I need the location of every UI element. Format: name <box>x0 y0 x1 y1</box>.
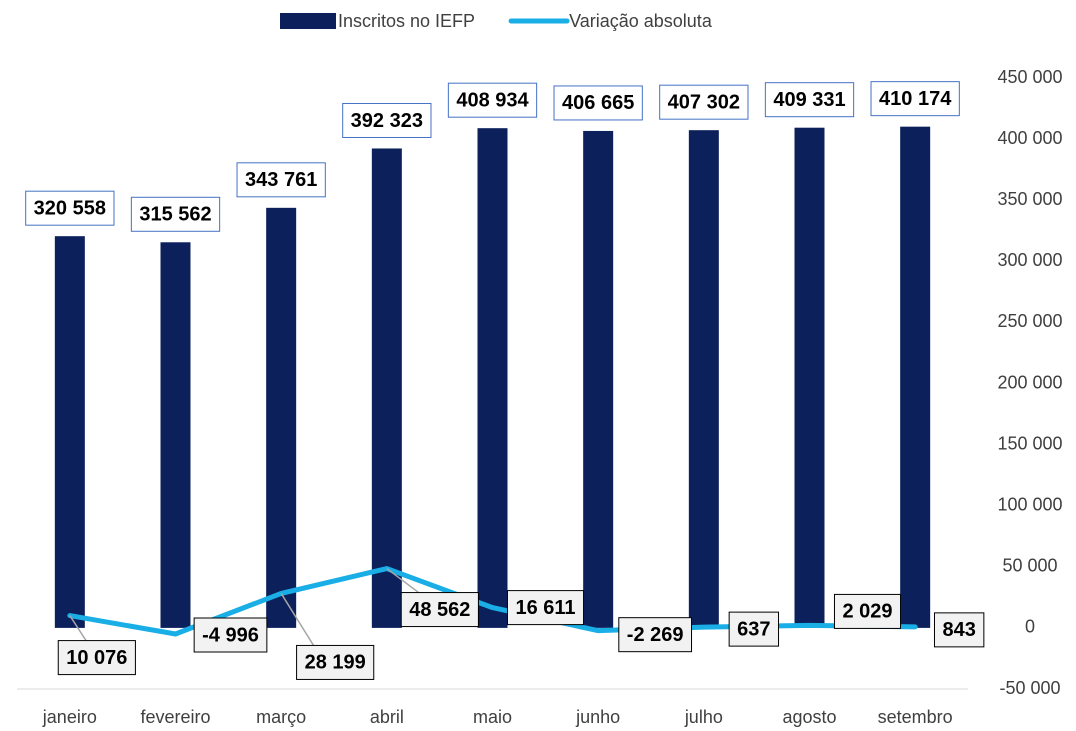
data-label-box <box>833 593 902 629</box>
data-label: 28 199 <box>305 652 366 674</box>
data-label: 392 323 <box>351 110 423 132</box>
y-tick-label: 250 000 <box>997 311 1062 331</box>
data-label: 315 562 <box>139 204 211 226</box>
bar <box>688 130 719 628</box>
y-tick-label: 100 000 <box>997 494 1062 514</box>
data-label-box <box>870 81 960 117</box>
x-tick-label: julho <box>684 707 723 727</box>
x-tick-label: abril <box>370 707 404 727</box>
data-label-box <box>659 84 749 120</box>
bar <box>160 242 191 628</box>
data-label: 410 174 <box>879 88 952 110</box>
legend-label: Variação absoluta <box>569 11 713 31</box>
data-label: 2 029 <box>842 601 892 623</box>
data-label-box <box>193 617 268 653</box>
data-label-box <box>933 612 985 648</box>
y-tick-label: 0 <box>1025 617 1035 637</box>
bar <box>583 130 614 628</box>
y-tick-label: 50 000 <box>1002 556 1057 576</box>
legend-label: Inscritos no IEFP <box>338 11 475 31</box>
x-tick-label: junho <box>575 707 620 727</box>
data-label-box <box>400 592 479 628</box>
data-label: 16 611 <box>515 597 575 619</box>
bar <box>371 148 402 628</box>
y-tick-label: 150 000 <box>997 433 1062 453</box>
y-tick-label: 200 000 <box>997 372 1062 392</box>
y-tick-label: 300 000 <box>997 250 1062 270</box>
data-label-box <box>506 590 585 626</box>
data-label: 843 <box>942 619 975 641</box>
data-label-box <box>447 82 538 118</box>
data-label: 408 934 <box>456 89 529 111</box>
bar <box>900 126 931 628</box>
data-label: 409 331 <box>773 89 845 111</box>
bar <box>266 207 297 628</box>
bar <box>54 236 85 628</box>
data-label: 320 558 <box>34 197 106 219</box>
leader-line <box>280 593 315 646</box>
y-tick-label: 400 000 <box>997 128 1062 148</box>
data-label: -2 269 <box>627 624 684 646</box>
legend-swatch <box>280 13 336 29</box>
data-label-box <box>728 611 780 647</box>
y-tick-label: 350 000 <box>997 189 1062 209</box>
x-tick-label: agosto <box>782 707 836 727</box>
bar <box>477 128 508 628</box>
data-label: -4 996 <box>202 624 259 646</box>
data-label-box <box>618 617 693 653</box>
data-label-box <box>25 190 115 226</box>
data-label-box <box>57 640 136 676</box>
x-tick-label: setembro <box>878 707 953 727</box>
leader-line <box>386 567 420 594</box>
data-label: 637 <box>737 618 770 640</box>
x-tick-label: maio <box>473 707 512 727</box>
data-label-box <box>342 102 432 138</box>
data-label: 343 761 <box>245 169 317 191</box>
x-tick-label: janeiro <box>42 707 97 727</box>
data-label-box <box>296 644 375 680</box>
data-label-box <box>236 162 326 198</box>
x-tick-label: fevereiro <box>140 707 210 727</box>
y-tick-label: -50 000 <box>999 678 1060 698</box>
data-label-box <box>130 196 221 232</box>
y-tick-label: 450 000 <box>997 67 1062 87</box>
data-label: 406 665 <box>562 92 634 114</box>
x-tick-label: março <box>256 707 306 727</box>
bar <box>794 127 825 628</box>
data-label: 10 076 <box>66 647 127 669</box>
leader-line <box>69 615 87 641</box>
data-label: 48 562 <box>409 599 470 621</box>
data-label-box <box>553 85 643 121</box>
data-label: 407 302 <box>668 91 740 113</box>
data-label-box <box>764 82 855 118</box>
